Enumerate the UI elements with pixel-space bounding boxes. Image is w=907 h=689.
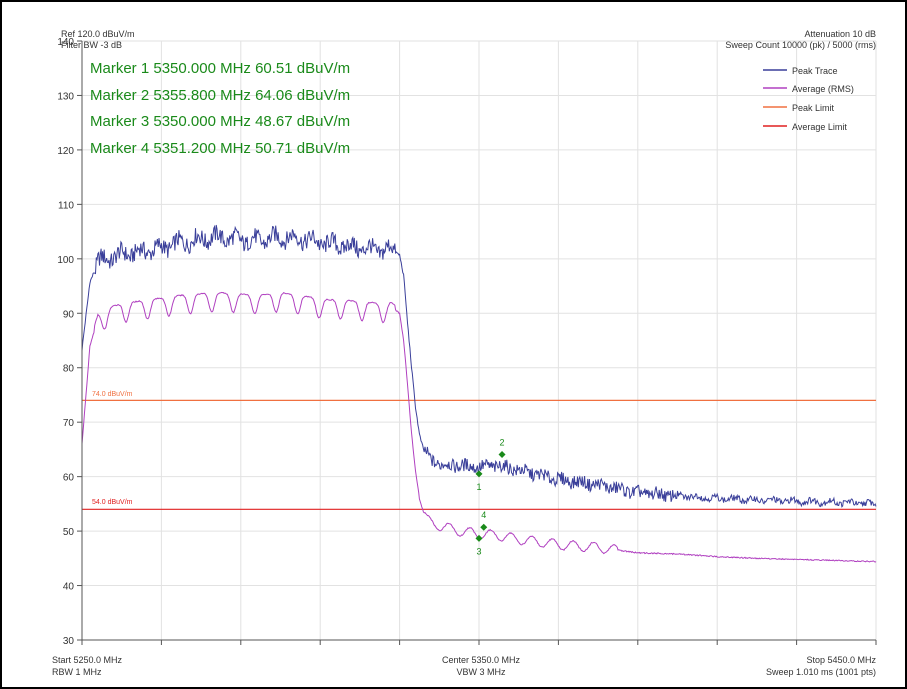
start-freq-label: Start 5250.0 MHz bbox=[52, 655, 123, 665]
peak-limit-label: 74.0 dBuV/m bbox=[92, 391, 133, 398]
y-tick-label: 100 bbox=[57, 255, 74, 266]
y-tick-label: 90 bbox=[63, 309, 75, 320]
stop-freq-label: Stop 5450.0 MHz bbox=[806, 655, 876, 665]
y-tick-label: 120 bbox=[57, 146, 74, 157]
legend-average-rms: Average (RMS) bbox=[792, 84, 854, 94]
filter-bw-label: Filter BW -3 dB bbox=[61, 40, 122, 50]
marker-3-diamond bbox=[475, 534, 483, 542]
marker-readout-4: Marker 4 5351.200 MHz 50.71 dBuV/m bbox=[90, 140, 350, 157]
y-tick-label: 80 bbox=[63, 364, 75, 375]
y-tick-label: 140 bbox=[57, 37, 74, 48]
vbw-label: VBW 3 MHz bbox=[456, 667, 506, 677]
legend: Peak Trace Average (RMS) Peak Limit Aver… bbox=[763, 66, 854, 132]
legend-peak-limit: Peak Limit bbox=[792, 103, 835, 113]
ref-level-label: Ref 120.0 dBuV/m bbox=[61, 29, 135, 39]
marker-4-diamond bbox=[480, 523, 488, 531]
marker-2-diamond bbox=[498, 451, 506, 459]
y-tick-label: 110 bbox=[58, 200, 74, 211]
sweep-time-label: Sweep 1.010 ms (1001 pts) bbox=[766, 667, 876, 677]
peak-trace-line bbox=[81, 224, 877, 508]
marker-readout-1: Marker 1 5350.000 MHz 60.51 dBuV/m bbox=[90, 60, 350, 77]
marker-1-label: 1 bbox=[476, 482, 481, 492]
legend-average-limit: Average Limit bbox=[792, 122, 847, 132]
center-freq-label: Center 5350.0 MHz bbox=[442, 655, 521, 665]
marker-3-label: 3 bbox=[476, 546, 481, 556]
axes: 30 40 50 60 70 80 90 100 110 120 130 140 bbox=[57, 37, 877, 647]
rbw-label: RBW 1 MHz bbox=[52, 667, 102, 677]
attenuation-label: Attenuation 10 dB bbox=[804, 29, 876, 39]
marker-readout-2: Marker 2 5355.800 MHz 64.06 dBuV/m bbox=[90, 87, 350, 104]
y-tick-label: 60 bbox=[63, 473, 75, 484]
marker-readout-3: Marker 3 5350.000 MHz 48.67 dBuV/m bbox=[90, 113, 350, 130]
marker-2-label: 2 bbox=[500, 438, 505, 448]
y-tick-label: 70 bbox=[63, 418, 75, 429]
legend-peak-trace: Peak Trace bbox=[792, 66, 838, 76]
average-limit-label: 54.0 dBuV/m bbox=[92, 499, 133, 506]
markers: 1 2 3 4 bbox=[475, 438, 506, 556]
marker-1-diamond bbox=[475, 470, 483, 478]
y-tick-label: 130 bbox=[57, 91, 74, 102]
sweep-count-label: Sweep Count 10000 (pk) / 5000 (rms) bbox=[725, 40, 876, 50]
y-tick-label: 30 bbox=[63, 636, 75, 647]
y-tick-label: 40 bbox=[63, 582, 75, 593]
limit-lines bbox=[82, 399, 876, 510]
marker-4-label: 4 bbox=[481, 510, 486, 520]
y-tick-label: 50 bbox=[63, 527, 75, 538]
